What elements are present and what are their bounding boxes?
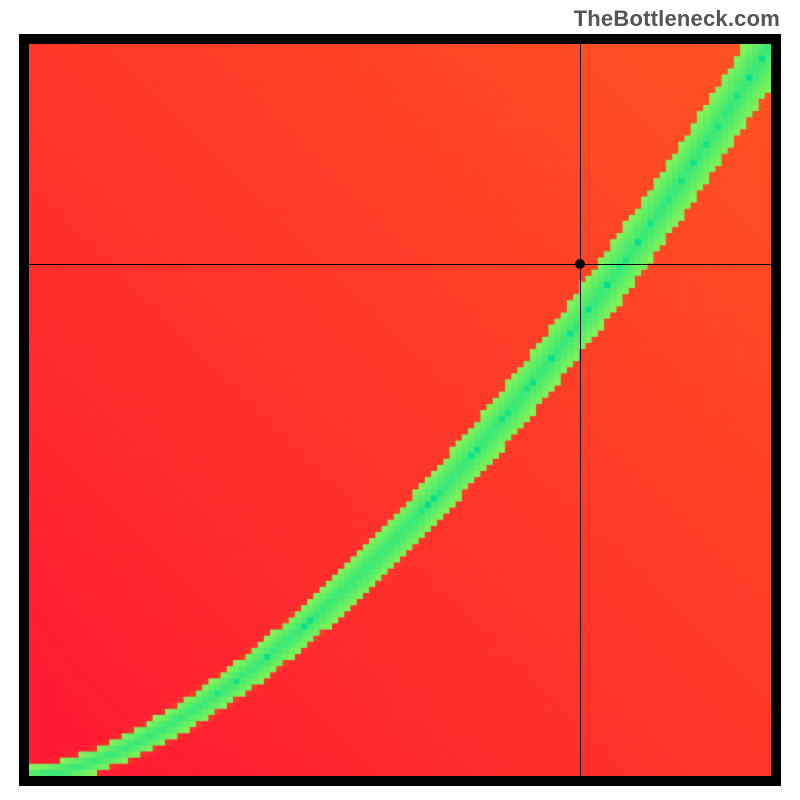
crosshair-vertical [580,44,581,776]
plot-area [19,34,781,786]
crosshair-horizontal [29,264,771,265]
watermark-text: TheBottleneck.com [574,6,780,32]
chart-container: TheBottleneck.com [0,0,800,800]
heatmap-canvas [29,44,771,776]
crosshair-marker [575,259,585,269]
